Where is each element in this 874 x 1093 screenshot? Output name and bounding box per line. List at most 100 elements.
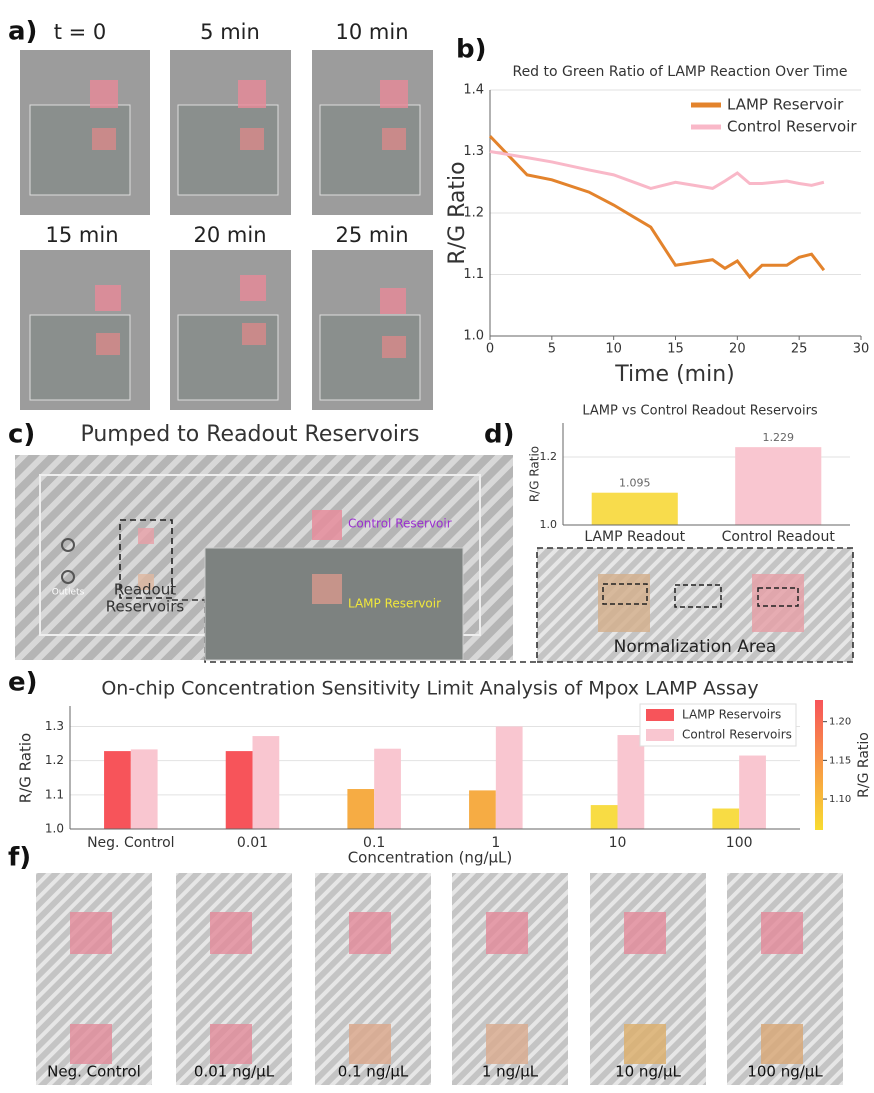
legend-label: Control Reservoir (727, 118, 857, 136)
photo (20, 250, 150, 410)
y-axis-label: R/G Ratio (17, 733, 35, 803)
bar (253, 736, 280, 829)
y-tick-label: 1.2 (540, 450, 558, 463)
bar (739, 756, 766, 829)
x-tick-label: 10 (609, 835, 627, 851)
panel-label: c) (8, 420, 35, 450)
control-label: Control Reservoir (348, 517, 452, 531)
bar (469, 790, 496, 829)
x-tick-label: Control Readout (722, 529, 836, 545)
bar (347, 789, 374, 829)
legend-label: LAMP Reservoirs (682, 708, 781, 722)
y-tick-label: 1.0 (540, 518, 558, 531)
bar (131, 749, 158, 829)
photo-caption: 20 min (194, 223, 267, 247)
x-axis-label: Time (min) (614, 362, 735, 387)
y-axis-label: R/G Ratio (445, 161, 470, 264)
photo-caption: 15 min (46, 223, 119, 247)
photo-caption: 25 min (336, 223, 409, 247)
chart-title: On-chip Concentration Sensitivity Limit … (101, 678, 758, 700)
legend-swatch (646, 709, 674, 721)
value-label: 1.095 (619, 477, 651, 490)
figure: a) b) c) d) e) f) t = 0 5 min 10 min 15 … (0, 0, 874, 1093)
y-tick-label: 1.0 (463, 329, 484, 344)
normalization-label: Normalization Area (614, 637, 777, 657)
x-axis-label: Concentration (ng/μL) (348, 849, 513, 867)
x-tick-label: 5 (548, 342, 556, 357)
y-tick-label: 1.1 (463, 267, 484, 282)
bar (735, 447, 821, 525)
y-tick-label: 1.2 (45, 753, 64, 767)
photo-caption: 0.1 ng/μL (338, 1063, 409, 1081)
value-label: 1.229 (763, 431, 795, 444)
photo (312, 50, 433, 215)
x-tick-label: 20 (729, 342, 746, 357)
photo (170, 50, 291, 215)
y-tick-label: 1.3 (45, 719, 64, 733)
colorbar-label: R/G Ratio (856, 732, 872, 798)
panel-label: b) (456, 35, 487, 65)
chip-photo: Pumped to Readout Reservoirs Outlets Rea… (15, 422, 537, 662)
legend-swatch (646, 729, 674, 741)
x-tick-label: 10 (605, 342, 622, 357)
line (490, 136, 824, 277)
photo (20, 50, 150, 215)
readout-label: Readout (114, 581, 176, 599)
legend-label: LAMP Reservoir (727, 96, 844, 114)
panel-label: f) (8, 843, 31, 873)
y-tick-label: 1.0 (45, 822, 64, 836)
x-tick-label: 30 (853, 342, 870, 357)
bar (618, 735, 645, 829)
bar (592, 493, 678, 525)
photo (170, 250, 291, 410)
time-photos: t = 0 5 min 10 min 15 min 20 min 25 min (20, 20, 433, 410)
outlets-label: Outlets (52, 588, 85, 598)
photo (452, 873, 568, 1085)
panel-label: d) (484, 420, 515, 450)
bar (104, 751, 131, 829)
x-tick-label: 15 (667, 342, 684, 357)
x-tick-label: 100 (726, 835, 753, 851)
x-tick-label: 0 (486, 342, 494, 357)
lamp-label: LAMP Reservoir (348, 597, 441, 611)
line (490, 152, 824, 189)
photo-caption: 0.01 ng/μL (194, 1063, 275, 1081)
bar (374, 749, 401, 829)
y-tick-label: 1.4 (463, 83, 484, 98)
y-axis-label: R/G Ratio (528, 446, 542, 502)
photo-caption: 10 ng/μL (615, 1063, 681, 1081)
colorbar-tick-label: 1.20 (829, 717, 851, 728)
bar (712, 809, 739, 830)
colorbar-tick-label: 1.15 (829, 755, 851, 766)
y-tick-label: 1.1 (45, 787, 64, 801)
panel-title: Pumped to Readout Reservoirs (80, 422, 419, 447)
x-tick-label: 0.01 (237, 835, 268, 851)
colorbar-tick-label: 1.10 (829, 794, 851, 805)
photo (727, 873, 843, 1085)
photo-caption: 5 min (200, 20, 260, 44)
photo-caption: Neg. Control (47, 1063, 141, 1081)
normalization-photo: Normalization Area (537, 548, 853, 662)
x-tick-label: Neg. Control (87, 835, 174, 851)
photo (590, 873, 706, 1085)
bar (591, 805, 618, 829)
concentration-photos: Neg. Control 0.01 ng/μL 0.1 ng/μL 1 ng/μ… (36, 873, 843, 1085)
photo-caption: 10 min (336, 20, 409, 44)
bar (226, 751, 253, 829)
x-tick-label: 25 (791, 342, 808, 357)
panel-label: e) (8, 668, 38, 698)
photo-caption: t = 0 (54, 20, 107, 44)
photo-caption: 100 ng/μL (747, 1063, 823, 1081)
legend-label: Control Reservoirs (682, 728, 792, 742)
photo (176, 873, 292, 1085)
chart-title: Red to Green Ratio of LAMP Reaction Over… (512, 64, 847, 80)
photo (36, 873, 152, 1085)
chart-title: LAMP vs Control Readout Reservoirs (582, 404, 818, 419)
bar (496, 727, 523, 830)
x-tick-label: LAMP Readout (584, 529, 685, 545)
panel-label: a) (8, 17, 37, 47)
photo-caption: 1 ng/μL (482, 1063, 539, 1081)
colorbar (815, 700, 823, 830)
y-tick-label: 1.3 (463, 144, 484, 159)
photo (315, 873, 431, 1085)
